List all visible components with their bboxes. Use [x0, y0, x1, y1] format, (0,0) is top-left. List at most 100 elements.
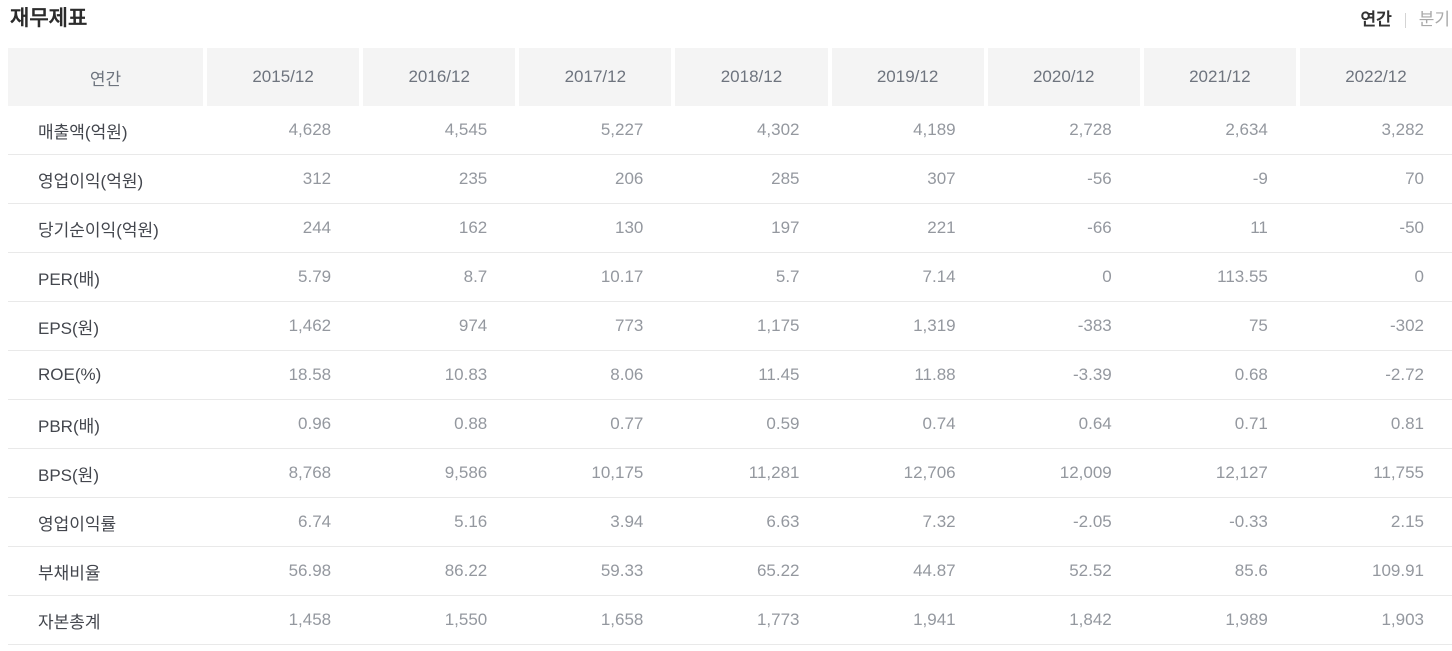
- row-value: 0.59: [766, 414, 800, 433]
- row-value: 773: [615, 316, 644, 335]
- row-value: 9,586: [444, 463, 488, 482]
- header-cell-year: 2015/12: [207, 48, 360, 106]
- row-value: 56.98: [288, 561, 332, 580]
- row-value: -56: [1087, 169, 1112, 188]
- row-value: -9: [1252, 169, 1268, 188]
- row-value: 0.77: [610, 414, 644, 433]
- row-value: 8.7: [463, 267, 488, 286]
- row-value: 1,550: [444, 610, 488, 629]
- row-value: 1,175: [756, 316, 800, 335]
- row-label: 영업이익률: [38, 514, 117, 534]
- row-value: 1,941: [913, 610, 956, 629]
- row-value: 85.6: [1234, 561, 1268, 580]
- row-value: -383: [1077, 316, 1112, 335]
- annual-tab[interactable]: 연간: [1360, 10, 1392, 29]
- row-value: -0.33: [1229, 512, 1268, 531]
- row-value: 1,773: [756, 610, 800, 629]
- table-row: 매출액(억원) 4,628 4,545 5,227 4,302 4,189 2,728 2,6…: [8, 106, 1452, 155]
- row-value: 75: [1248, 316, 1268, 335]
- row-value: 1,842: [1069, 610, 1112, 629]
- row-value: 4,628: [288, 120, 332, 139]
- row-value: 130: [615, 218, 644, 237]
- header-cell-year: 2020/12: [987, 48, 1140, 106]
- row-value: -66: [1087, 218, 1112, 237]
- table-header-row: 연간 2015/12 2016/12 2017/12 2018/12 2019/12 202…: [8, 48, 1452, 106]
- row-value: 5,227: [600, 120, 644, 139]
- row-value: 4,545: [444, 120, 488, 139]
- row-value: 0.64: [1078, 414, 1112, 433]
- table-row: EPS(원) 1,462 974 773 1,175 1,319 -383 75 -302: [8, 302, 1452, 351]
- row-value: 6.74: [298, 512, 332, 531]
- row-label: ROE(%): [38, 365, 102, 384]
- row-label: 당기순이익(억원): [38, 220, 159, 240]
- row-value: 0.74: [922, 414, 956, 433]
- toggle-divider: [1404, 12, 1406, 28]
- row-value: 44.87: [913, 561, 956, 580]
- table-row: 영업이익률 6.74 5.16 3.94 6.63 7.32 -2.05 -0.33 2.15: [8, 498, 1452, 547]
- table-body: 매출액(억원) 4,628 4,545 5,227 4,302 4,189 2,728 2,6…: [8, 106, 1452, 645]
- row-value: 5.7: [775, 267, 800, 286]
- row-value: 11.45: [758, 365, 800, 384]
- row-value: 974: [458, 316, 488, 335]
- row-label: PBR(배): [38, 416, 100, 436]
- header-cell-year: 2022/12: [1299, 48, 1452, 106]
- row-value: 1,989: [1225, 610, 1268, 629]
- row-value: 5.79: [298, 267, 332, 286]
- row-value: 4,189: [913, 120, 956, 139]
- row-value: 18.58: [288, 365, 332, 384]
- row-value: 221: [927, 218, 956, 237]
- row-value: 10.83: [444, 365, 488, 384]
- row-value: 4,302: [756, 120, 800, 139]
- row-label: PER(배): [38, 269, 100, 289]
- row-value: 8,768: [288, 463, 332, 482]
- row-label: EPS(원): [38, 318, 99, 338]
- row-value: 1,903: [1381, 610, 1424, 629]
- row-label: 영업이익(억원): [38, 171, 144, 191]
- row-value: 0.71: [1234, 414, 1268, 433]
- row-value: 10,175: [591, 463, 644, 482]
- row-value: 2.15: [1390, 512, 1424, 531]
- table-row: 부채비율 56.98 86.22 59.33 65.22 44.87 52.52 85.6 10…: [8, 547, 1452, 596]
- row-value: 307: [927, 169, 956, 188]
- table-row: 당기순이익(억원) 244 162 130 197 221 -66 11 -50: [8, 204, 1452, 253]
- row-value: 86.22: [444, 561, 488, 580]
- row-value: 1,319: [913, 316, 956, 335]
- row-value: 6.63: [766, 512, 800, 531]
- header-cell-period: 연간: [8, 48, 203, 106]
- row-value: 162: [458, 218, 488, 237]
- row-value: 113.55: [1217, 267, 1268, 286]
- row-value: 12,706: [903, 463, 956, 482]
- row-value: 312: [302, 169, 332, 188]
- row-value: 109.91: [1372, 561, 1424, 580]
- row-value: 0: [1102, 267, 1112, 286]
- row-value: 0.88: [454, 414, 488, 433]
- quarterly-tab[interactable]: 분기: [1418, 10, 1450, 29]
- header-cell-year: 2021/12: [1143, 48, 1296, 106]
- row-value: 0.81: [1390, 414, 1424, 433]
- row-value: 7.14: [922, 267, 956, 286]
- row-value: 11: [1250, 218, 1268, 237]
- row-label: 매출액(억원): [38, 122, 128, 142]
- table-row: 자본총계 1,458 1,550 1,658 1,773 1,941 1,842 1,989 1…: [8, 596, 1452, 645]
- row-value: 285: [771, 169, 800, 188]
- row-value: 1,458: [288, 610, 332, 629]
- row-value: 3,282: [1381, 120, 1424, 139]
- row-value: 2,634: [1225, 120, 1268, 139]
- header-cell-year: 2018/12: [675, 48, 828, 106]
- row-value: 244: [302, 218, 332, 237]
- row-value: 12,009: [1059, 463, 1112, 482]
- row-value: 235: [458, 169, 488, 188]
- row-value: 11,281: [748, 463, 800, 482]
- row-value: 197: [771, 218, 800, 237]
- financial-table: 연간 2015/12 2016/12 2017/12 2018/12 2019/12 202…: [8, 48, 1452, 645]
- header-cell-year: 2019/12: [831, 48, 984, 106]
- row-label: 자본총계: [38, 612, 101, 632]
- header-cell-year: 2016/12: [363, 48, 516, 106]
- header-cell-year: 2017/12: [519, 48, 672, 106]
- row-value: 2,728: [1069, 120, 1112, 139]
- row-value: -2.72: [1385, 365, 1424, 384]
- table-row: BPS(원) 8,768 9,586 10,175 11,281 12,706 12,009…: [8, 449, 1452, 498]
- row-value: 8.06: [610, 365, 644, 384]
- period-toggle: 연간 분기: [1360, 9, 1450, 31]
- row-value: -50: [1399, 218, 1424, 237]
